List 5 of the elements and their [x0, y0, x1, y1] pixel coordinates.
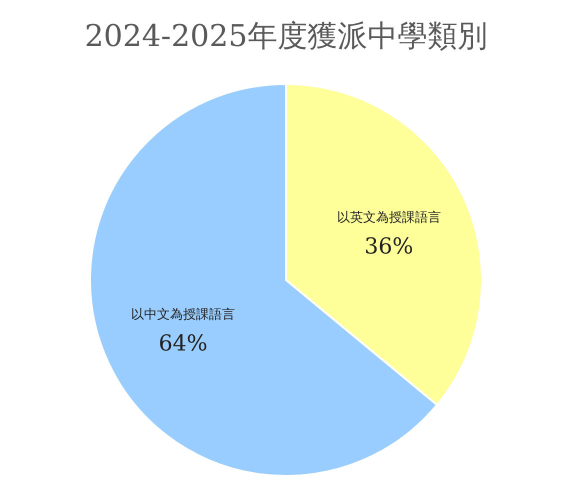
slice-label: 以英文為授課語言 — [336, 210, 441, 226]
chart-title: 2024-2025年度獲派中學類別 — [84, 19, 488, 54]
data-label: 64% — [158, 331, 208, 356]
data-label: 36% — [364, 234, 414, 260]
slice-label: 以中文為授課語言 — [131, 306, 236, 322]
